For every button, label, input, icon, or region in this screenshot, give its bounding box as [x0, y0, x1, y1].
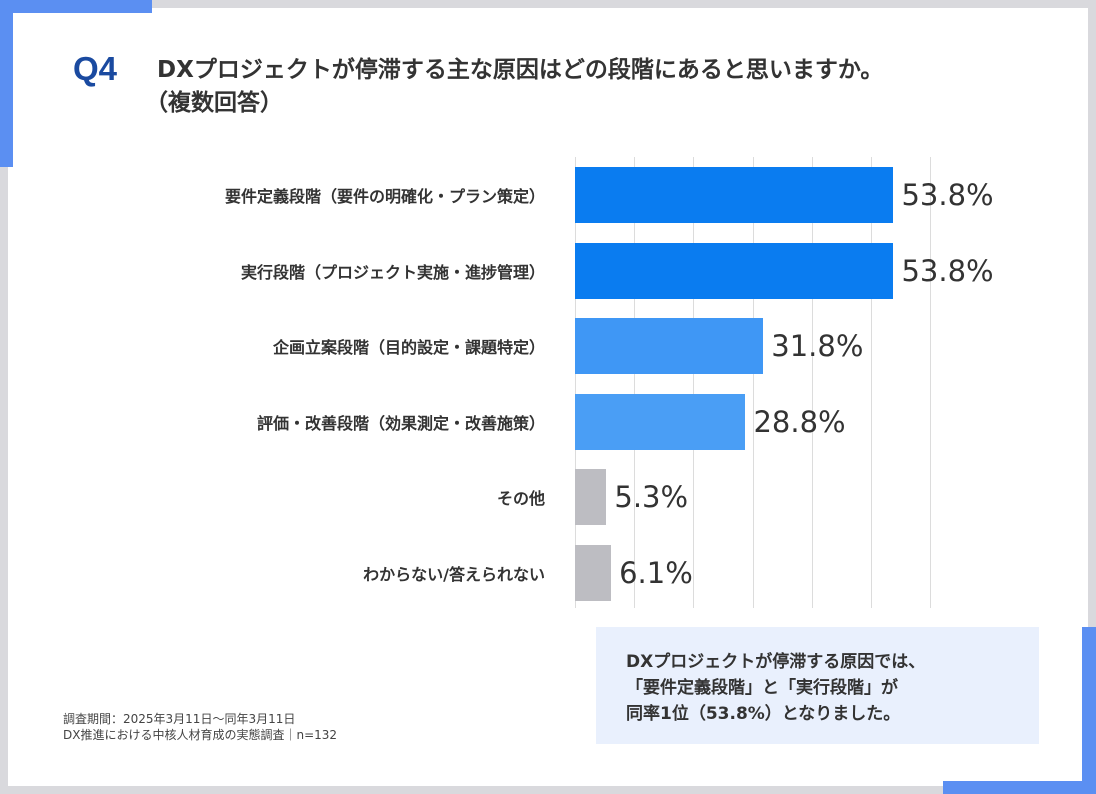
category-label: 要件定義段階（要件の明確化・プラン策定）	[224, 187, 545, 206]
summary-line: 「要件定義段階」と「実行段階」が	[626, 678, 898, 698]
value-label: 53.8%	[901, 178, 994, 212]
survey-period: 調査期間：2025年3月11日～同年3月11日	[63, 712, 296, 726]
survey-info: DX推進における中核人材育成の実態調査｜n=132	[63, 728, 338, 742]
question-title: DXプロジェクトが停滞する主な原因はどの段階にあると思いますか。 （複数回答）	[145, 54, 884, 120]
gridline	[693, 157, 695, 608]
bar	[575, 469, 607, 526]
corner-decoration-bottom	[943, 781, 1096, 794]
question-number: Q4	[73, 50, 118, 87]
summary-line: 同率1位（53.8%）となりました。	[626, 704, 901, 724]
summary-box: DXプロジェクトが停滞する原因では、 「要件定義段階」と「実行段階」が 同率1位…	[596, 627, 1039, 744]
value-label: 28.8%	[753, 404, 846, 439]
category-label: 実行段階（プロジェクト実施・進捗管理）	[240, 262, 545, 282]
footnote: 調査期間：2025年3月11日～同年3月11日 DX推進における中核人材育成の実…	[63, 711, 337, 743]
gridline	[575, 157, 576, 608]
summary-line: DXプロジェクトが停滞する原因では、	[626, 652, 926, 672]
corner-decoration-left	[0, 0, 13, 167]
gridline	[752, 157, 754, 608]
bar	[575, 242, 894, 299]
category-label: 企画立案段階（目的設定・課題特定）	[272, 338, 545, 358]
bar	[575, 318, 764, 375]
gridline	[871, 157, 872, 608]
gridline	[634, 157, 636, 608]
bar	[575, 167, 894, 223]
value-label: 5.3%	[614, 480, 689, 515]
category-label: その他	[496, 489, 545, 509]
bar	[575, 393, 746, 450]
title-subtitle: （複数回答）	[145, 90, 283, 116]
category-label: わからない/答えられない	[363, 565, 545, 584]
corner-decoration-top	[0, 0, 152, 13]
category-label: 評価・改善段階（効果測定・改善施策）	[256, 413, 545, 433]
corner-decoration-right	[1082, 627, 1096, 794]
gridline	[930, 157, 932, 608]
value-label: 6.1%	[619, 556, 693, 590]
title-text: DXプロジェクトが停滞する主な原因はどの段階にあると思いますか。	[157, 57, 884, 83]
bar	[575, 545, 612, 601]
value-label: 53.8%	[901, 253, 994, 288]
gridline	[811, 157, 813, 608]
value-label: 31.8%	[771, 329, 864, 364]
